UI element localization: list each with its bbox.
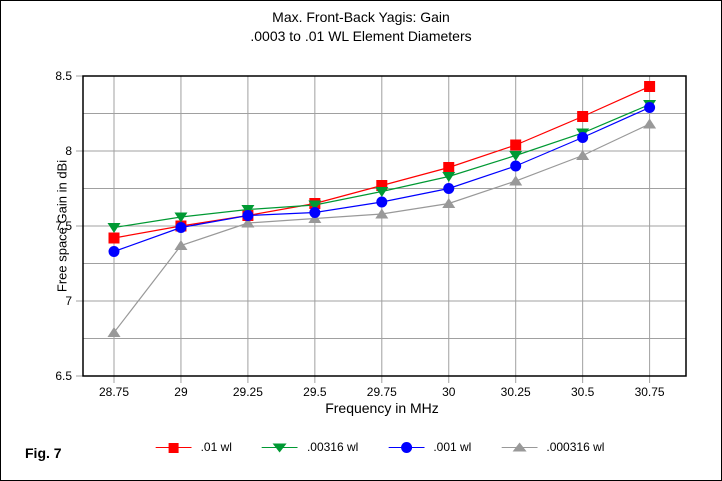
legend-triangle-up xyxy=(512,442,527,451)
data-point-triangle-down xyxy=(174,212,188,223)
legend-label: .00316 wl xyxy=(306,440,359,454)
y-tick-label: 7 xyxy=(65,294,72,308)
data-point-triangle-up xyxy=(174,240,188,250)
data-point-circle xyxy=(644,102,656,113)
legend-item: .01 wl xyxy=(155,440,232,454)
legend: .01 wl .00316 wl .001 wl .000316 wl xyxy=(155,440,604,454)
data-point-square xyxy=(510,139,522,151)
data-point-square xyxy=(644,81,656,92)
data-point-triangle-down xyxy=(107,223,121,233)
legend-label: .01 wl xyxy=(200,440,232,454)
square-marker-icon xyxy=(155,442,192,453)
data-point-triangle-up xyxy=(576,150,590,160)
data-point-triangle-up xyxy=(241,217,255,228)
data-point-square xyxy=(376,180,388,191)
circle-marker-icon xyxy=(388,441,425,453)
chart-title-block: Max. Front-Back Yagis: Gain .0003 to .01… xyxy=(1,8,721,46)
triangle-up-marker-icon xyxy=(501,442,538,451)
figure-label: Fig. 7 xyxy=(25,445,62,461)
triangle-down-marker-icon xyxy=(261,443,298,452)
legend-item: .00316 wl xyxy=(261,440,359,454)
legend-label: .000316 wl xyxy=(546,440,605,454)
plot-area: 8.5 8 7.5 7 6.5 28.75 29 29.25 29.5 29.75 30 30.25 3… xyxy=(55,69,687,399)
x-tick-label: 29.25 xyxy=(233,385,263,399)
data-point-triangle-up xyxy=(442,198,456,208)
data-point-triangle-up xyxy=(509,175,523,186)
data-point-circle xyxy=(376,196,388,208)
y-tick-label: 7.5 xyxy=(55,219,72,233)
legend-triangle-down xyxy=(272,443,287,452)
x-tick-label: 28.75 xyxy=(99,385,129,399)
data-point-triangle-down xyxy=(442,172,456,182)
x-tick-label: 30.25 xyxy=(501,385,531,399)
data-point-square xyxy=(577,111,589,122)
legend-circle xyxy=(400,441,412,453)
y-tick-label: 8.5 xyxy=(55,69,72,83)
y-tick-label: 8 xyxy=(65,144,72,158)
legend-item: .001 wl xyxy=(388,440,471,454)
x-tick-label: 30.75 xyxy=(635,385,665,399)
chart-title: Max. Front-Back Yagis: Gain xyxy=(272,9,450,25)
data-point-triangle-up xyxy=(375,208,389,219)
data-point-circle xyxy=(242,210,254,221)
legend-square xyxy=(168,442,179,453)
x-tick-label: 30.5 xyxy=(571,385,595,399)
data-point-square xyxy=(443,162,455,173)
data-point-circle xyxy=(309,207,321,218)
data-point-triangle-up xyxy=(643,118,657,129)
x-tick-label: 29 xyxy=(174,385,188,399)
data-point-triangle-down xyxy=(375,187,389,197)
data-point-square xyxy=(108,232,120,244)
data-point-circle xyxy=(175,222,187,233)
data-point-triangle-up xyxy=(107,327,121,337)
x-axis-title: Frequency in MHz xyxy=(325,400,439,416)
legend-item: .000316 wl xyxy=(501,440,604,454)
data-point-circle xyxy=(510,160,522,172)
x-tick-label: 29.5 xyxy=(303,385,327,399)
data-point-circle xyxy=(577,132,589,143)
plot-frame xyxy=(82,75,687,377)
data-point-circle xyxy=(443,183,455,194)
data-point-triangle-down xyxy=(308,200,322,211)
y-tick-label: 6.5 xyxy=(55,369,72,383)
chart-subtitle: .0003 to .01 WL Element Diameters xyxy=(250,28,472,44)
data-point-triangle-down xyxy=(509,151,523,161)
x-tick-label: 30 xyxy=(442,385,456,399)
legend-label: .001 wl xyxy=(433,440,472,454)
x-tick-label: 29.75 xyxy=(367,385,397,399)
data-point-circle xyxy=(108,246,120,257)
